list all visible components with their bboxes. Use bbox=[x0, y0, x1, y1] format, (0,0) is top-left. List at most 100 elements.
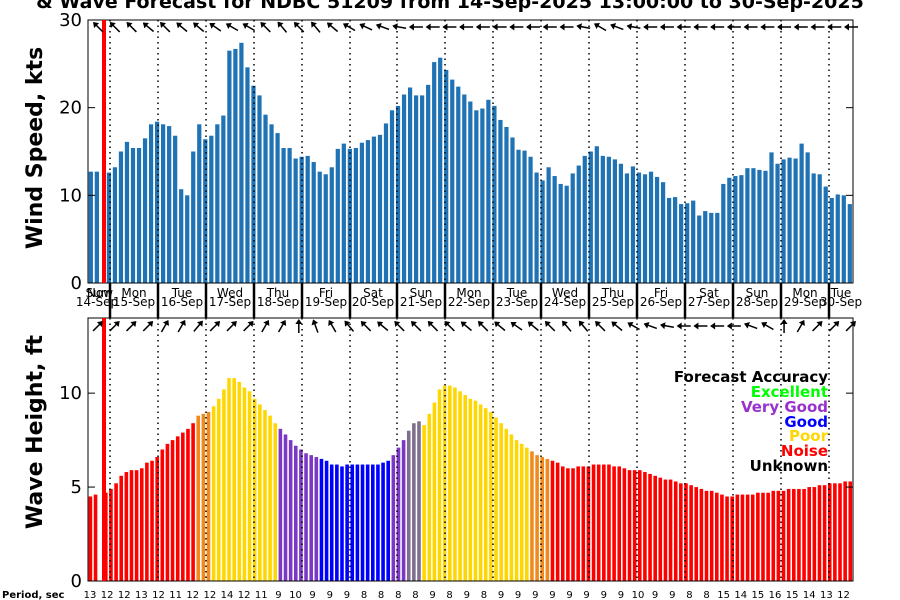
wind-bar bbox=[510, 137, 515, 283]
direction-arrow bbox=[611, 321, 623, 332]
period-value: 8 bbox=[481, 590, 487, 600]
direction-arrow bbox=[377, 321, 389, 332]
date-label: 24-Sep bbox=[544, 295, 586, 309]
period-value: 12 bbox=[186, 590, 199, 600]
direction-arrow bbox=[562, 320, 572, 332]
wind-bar bbox=[787, 157, 792, 283]
wind-bar bbox=[829, 197, 834, 283]
wave-bar bbox=[432, 402, 437, 581]
wave-bar bbox=[807, 487, 811, 581]
wave-height-panel: 0 5 10 bbox=[59, 317, 854, 592]
direction-arrows bbox=[92, 21, 858, 333]
wave-bar bbox=[216, 398, 221, 581]
wave-bar bbox=[427, 413, 432, 581]
period-value: 12 bbox=[238, 590, 251, 600]
date-label: 18-Sep bbox=[257, 295, 299, 309]
wind-bar bbox=[685, 203, 690, 283]
wind-bar bbox=[335, 148, 340, 283]
wave-bar bbox=[740, 494, 745, 581]
wave-bar bbox=[288, 440, 293, 581]
period-value: 15 bbox=[752, 590, 765, 600]
wind-bar bbox=[365, 140, 371, 283]
wave-bar bbox=[155, 457, 159, 581]
wave-bar bbox=[360, 464, 365, 581]
wave-bar bbox=[150, 460, 154, 581]
legend-poor: Poor bbox=[789, 427, 829, 445]
day-label: Thu bbox=[266, 286, 290, 300]
day-label: Tue bbox=[506, 286, 528, 300]
date-label: 21-Sep bbox=[400, 295, 442, 309]
wind-bar bbox=[630, 166, 636, 283]
direction-arrow bbox=[827, 23, 842, 31]
plot-frame bbox=[87, 317, 854, 582]
wave-bar bbox=[458, 391, 462, 581]
wind-bar bbox=[136, 147, 142, 283]
period-value: 13 bbox=[820, 590, 833, 600]
direction-arrow bbox=[693, 23, 708, 31]
period-value: 9 bbox=[532, 590, 538, 600]
direction-arrow bbox=[126, 22, 137, 33]
period-value: 16 bbox=[769, 590, 782, 600]
wave-bar bbox=[201, 413, 206, 581]
wave-bar bbox=[622, 468, 627, 581]
y-tick-label: 0 bbox=[71, 571, 82, 592]
direction-arrow bbox=[261, 319, 270, 333]
wind-bar bbox=[88, 171, 93, 283]
wave-bar bbox=[422, 425, 426, 581]
plot-frame bbox=[87, 19, 854, 284]
direction-arrow bbox=[793, 23, 808, 31]
wave-bar bbox=[535, 455, 539, 581]
legend-unknown: Unknown bbox=[750, 457, 828, 475]
date-label: 20-Sep bbox=[352, 295, 394, 309]
date-label: 19-Sep bbox=[305, 295, 347, 309]
wind-bar bbox=[299, 156, 304, 283]
wind-bar bbox=[709, 212, 714, 283]
wave-bar bbox=[381, 462, 385, 581]
direction-arrow bbox=[845, 321, 856, 332]
wind-bar bbox=[389, 110, 395, 283]
date-label: 16-Sep bbox=[161, 295, 203, 309]
day-label: Fri bbox=[319, 286, 333, 300]
direction-arrow bbox=[142, 321, 154, 332]
wave-bar bbox=[165, 443, 170, 581]
wave-bar bbox=[560, 466, 565, 581]
wave-bar bbox=[483, 408, 488, 581]
wave-bar bbox=[571, 468, 575, 581]
wave-bar bbox=[725, 496, 729, 581]
wave-bar bbox=[355, 464, 360, 581]
period-value: 9 bbox=[344, 590, 350, 600]
period-value: 9 bbox=[669, 590, 675, 600]
wind-bar bbox=[251, 85, 256, 283]
wind-bar bbox=[94, 171, 99, 283]
wind-bar bbox=[648, 171, 654, 283]
legend-good: Good bbox=[784, 413, 828, 431]
direction-arrow bbox=[444, 321, 455, 332]
wind-bar bbox=[697, 215, 702, 283]
direction-arrow bbox=[176, 22, 188, 33]
period-value: 14 bbox=[221, 590, 234, 600]
wave-bar bbox=[211, 406, 216, 581]
period-value: 9 bbox=[566, 590, 572, 600]
direction-arrow bbox=[477, 321, 489, 332]
date-label: 26-Sep bbox=[640, 295, 682, 309]
wave-bar bbox=[761, 492, 765, 581]
wind-bar bbox=[263, 114, 268, 284]
direction-arrow bbox=[492, 23, 507, 31]
wind-bar bbox=[492, 105, 497, 283]
wave-bar bbox=[812, 487, 817, 581]
wind-bar bbox=[564, 185, 569, 283]
wind-bar bbox=[450, 79, 455, 283]
wind-bar bbox=[245, 67, 250, 283]
direction-arrow bbox=[295, 319, 303, 333]
wind-bar bbox=[275, 133, 280, 283]
direction-arrow bbox=[676, 23, 691, 31]
wave-bar bbox=[232, 378, 236, 581]
wave-bar bbox=[689, 485, 693, 581]
wave-bar bbox=[335, 464, 339, 581]
wave-bar bbox=[555, 462, 560, 581]
wave-bar bbox=[309, 455, 313, 581]
period-value: 14 bbox=[734, 590, 747, 600]
direction-arrow bbox=[408, 23, 423, 31]
wind-bar bbox=[329, 167, 334, 283]
